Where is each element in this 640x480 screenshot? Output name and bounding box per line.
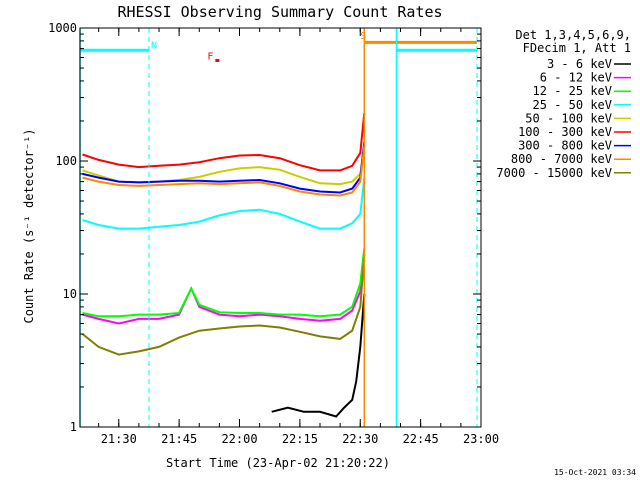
legend-header-line-1: Det 1,3,4,5,6,9,: [515, 28, 631, 42]
x-tick-label: 21:30: [101, 432, 137, 446]
flag-label-2: S: [360, 31, 366, 42]
x-tick-label: 23:00: [463, 432, 499, 446]
y-axis-label: Count Rate (s⁻¹ detector⁻¹): [22, 128, 36, 323]
series-line-1: [82, 259, 366, 325]
series-line-0: [271, 293, 366, 418]
legend-entry-label-8: 7000 - 15000 keV: [496, 166, 612, 180]
x-tick-label: 21:45: [161, 432, 197, 446]
series-line-7: [82, 145, 366, 197]
legend-entry-label-4: 50 - 100 keV: [525, 111, 612, 125]
chart-title: RHESSI Observing Summary Count Rates: [117, 3, 442, 21]
x-tick-label: 22:45: [403, 432, 439, 446]
flag-label-0: N: [151, 41, 157, 52]
series-line-3: [82, 177, 366, 230]
timestamp: 15-Oct-2021 03:34: [554, 468, 636, 477]
y-tick-label: 1000: [48, 21, 77, 35]
legend-entry-label-0: 3 - 6 keV: [547, 57, 612, 71]
y-tick-label: 100: [55, 154, 77, 168]
flare-marker: [215, 58, 220, 62]
series-line-6: [82, 141, 366, 194]
legend-entry-label-1: 6 - 12 keV: [540, 71, 612, 85]
x-tick-label: 22:15: [282, 432, 318, 446]
legend-entry-label-2: 12 - 25 keV: [533, 84, 612, 98]
legend-header-line-2: FDecim 1, Att 1: [523, 41, 631, 55]
legend-entry-label-3: 25 - 50 keV: [533, 98, 612, 112]
series-line-8: [81, 253, 366, 356]
x-tick-label: 22:30: [342, 432, 378, 446]
flag-label-1: F: [207, 51, 213, 62]
y-tick-label: 1: [70, 420, 77, 434]
legend-entry-label-5: 100 - 300 keV: [518, 125, 612, 139]
legend-entry-label-6: 300 - 800 keV: [518, 139, 612, 153]
series-line-2: [82, 248, 366, 318]
plot-frame: [79, 27, 482, 428]
plot-area: N F S 1 10 100 1000 21:30 21:45 22:00 22:15 22:30 22…: [48, 21, 499, 446]
x-tick-label: 22:00: [221, 432, 257, 446]
legend-entry-label-7: 800 - 7000 keV: [511, 152, 612, 166]
x-axis-label: Start Time (23-Apr-02 21:20:22): [166, 456, 390, 470]
series-line-5: [82, 112, 366, 172]
y-tick-label: 10: [63, 287, 77, 301]
